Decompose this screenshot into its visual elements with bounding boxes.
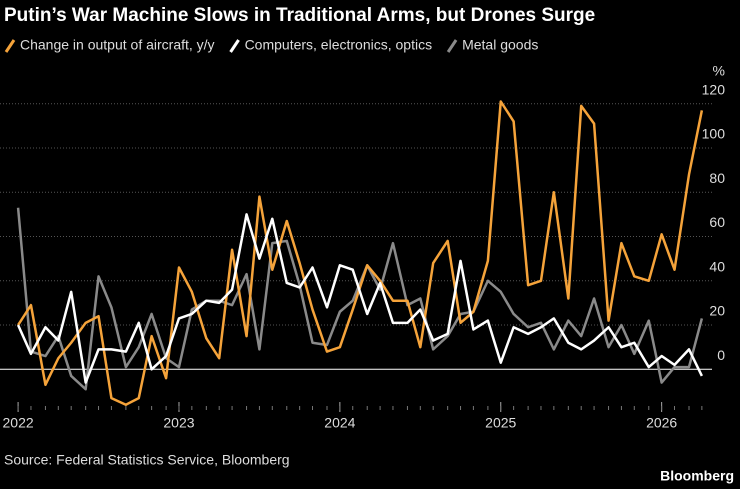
- series-line: [17, 100, 704, 406]
- legend-label: Change in output of aircraft, y/y: [20, 37, 215, 53]
- y-tick-label: 40: [709, 258, 725, 274]
- series-line: [16, 207, 704, 391]
- y-tick-label: 20: [709, 303, 725, 319]
- brand: Bloomberg: [660, 468, 734, 484]
- y-tick-label: 0: [717, 347, 725, 363]
- legend-label: Computers, electronics, optics: [245, 37, 433, 53]
- legend-label: Metal goods: [462, 37, 538, 53]
- x-tick-label: 2026: [646, 415, 677, 431]
- legend-swatch: [229, 39, 240, 53]
- y-tick-label: 80: [709, 170, 725, 186]
- chart-title: Putin’s War Machine Slows in Traditional…: [4, 5, 595, 26]
- y-unit: %: [713, 63, 725, 79]
- x-tick-label: 2025: [485, 415, 516, 431]
- x-tick-label: 2022: [3, 415, 34, 431]
- x-tick-label: 2023: [163, 415, 194, 431]
- y-tick-label: 60: [709, 214, 725, 230]
- y-tick-label: 100: [702, 126, 726, 142]
- x-tick-label: 2024: [324, 415, 355, 431]
- series-line: [16, 213, 703, 384]
- y-tick-label: 120: [702, 81, 726, 97]
- legend-swatch: [4, 39, 16, 53]
- legend-swatch: [446, 39, 458, 53]
- source: Source: Federal Statistics Service, Bloo…: [4, 452, 290, 468]
